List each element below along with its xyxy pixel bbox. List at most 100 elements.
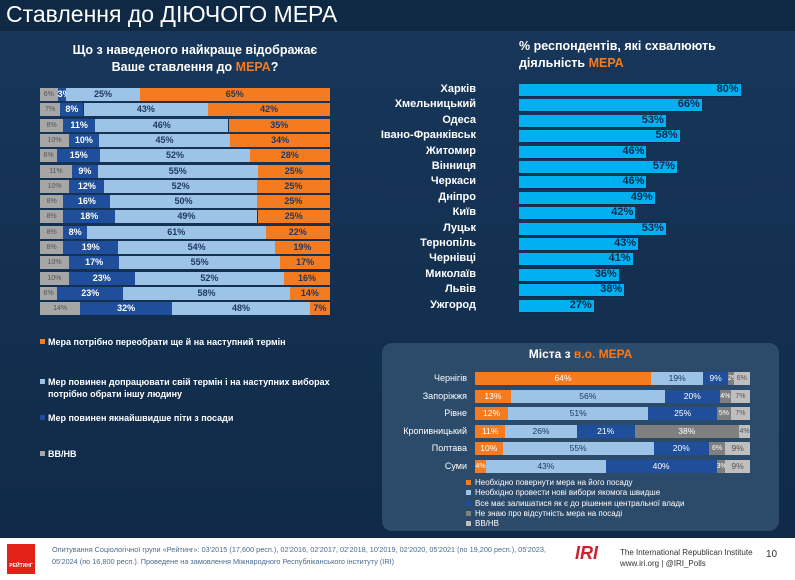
iri-name: The International Republican Institute w…	[620, 547, 753, 569]
acting-segment: 9%	[703, 372, 728, 385]
attitude-segment-orange: 25%	[256, 195, 330, 209]
approval-value-label: 58%	[655, 129, 678, 142]
attitude-segment-light: 25%	[66, 88, 140, 101]
approval-value-label: 38%	[600, 283, 623, 296]
acting-city-label: Полтава	[431, 443, 467, 453]
attitude-segment-nv: 8%	[40, 241, 64, 254]
attitude-segment-dark: 3%	[57, 88, 71, 101]
approval-city-label: Львів	[444, 283, 476, 296]
attitude-segment-orange: 28%	[249, 149, 330, 163]
approval-value-label: 80%	[716, 83, 739, 95]
attitude-segment-nv: 6%	[40, 88, 58, 101]
acting-segment: 51%	[508, 407, 649, 420]
acting-legend-unaware: Не знаю про відсутність мера на посаді	[466, 509, 622, 518]
attitude-segment-light: 48%	[172, 302, 310, 316]
legend-swatch-light-blue	[40, 379, 45, 384]
approval-city-label: Одеса	[442, 113, 476, 126]
approval-city-label: Тернопіль	[420, 237, 476, 249]
attitude-segment-light: 55%	[119, 256, 281, 270]
approval-bar	[519, 207, 636, 221]
legend-swatch-dark-blue	[40, 415, 45, 420]
acting-title-accent: в.о. МЕРА	[573, 347, 633, 361]
attitude-segment-light: 50%	[110, 195, 257, 209]
acting-city-label: Суми	[444, 460, 467, 471]
approval-title-text: % респондентів, які схвалюють діяльність	[519, 39, 716, 70]
approval-city-label: Дніпро	[438, 190, 476, 203]
attitude-segment-nv: 6%	[40, 149, 58, 163]
approval-city-label: Миколаїв	[425, 267, 476, 280]
acting-segment: 2%	[728, 372, 738, 385]
approval-chart-title: % респондентів, які схвалюють діяльність…	[519, 38, 779, 72]
attitude-segment-light: 52%	[134, 271, 285, 285]
attitude-segment-orange: 16%	[284, 271, 330, 285]
legend-reelect: Мера потрібно переобрати ще й на наступн…	[40, 336, 338, 348]
attitude-segment-light: 46%	[95, 118, 229, 132]
acting-legend-swatch	[466, 490, 471, 495]
attitude-row: 10% 12% 52% 25%	[40, 179, 330, 193]
acting-city-label: Кропивницький	[403, 425, 467, 436]
approval-bar	[519, 268, 619, 282]
acting-legend-label: Необхідно провести нові вибори якомога ш…	[475, 488, 661, 497]
attitude-row: 6% 3% 25% 65%	[40, 88, 330, 101]
attitude-segment-dark: 17%	[69, 256, 120, 270]
acting-legend-swatch	[466, 521, 471, 526]
attitude-row: 10% 17% 55% 17%	[40, 256, 330, 270]
acting-title-text: Міста з	[528, 347, 574, 361]
attitude-segment-light: 58%	[123, 286, 290, 300]
attitude-segment-nv: 8%	[40, 118, 64, 132]
attitude-title-end: ?	[270, 60, 279, 74]
acting-segment: 11%	[475, 424, 506, 438]
legend-leave: Мер повинен якнайшвидше піти з посади	[40, 412, 338, 424]
iri-logo: IRI	[575, 543, 599, 563]
legend-swatch-orange	[40, 339, 45, 344]
acting-segment: 19%	[651, 372, 704, 385]
approval-title-accent: МЕРА	[588, 56, 624, 70]
acting-legend-label: Не знаю про відсутність мера на посаді	[475, 509, 623, 518]
approval-bar	[519, 238, 639, 251]
attitude-segment-dark: 18%	[63, 210, 116, 224]
attitude-segment-nv: 11%	[40, 164, 72, 178]
attitude-segment-light: 45%	[98, 133, 231, 147]
acting-segment: 38%	[634, 424, 739, 438]
acting-segment: 3%	[716, 459, 727, 473]
rating-logo: РЕЙТИНГ	[7, 544, 35, 574]
approval-bar	[519, 222, 666, 236]
acting-segment: 40%	[605, 459, 717, 473]
iri-full-name: The International Republican Institute	[620, 548, 753, 557]
approval-value-label: 43%	[614, 237, 637, 249]
attitude-segment-nv: 6%	[40, 286, 58, 300]
attitude-segment-dark: 15%	[57, 149, 101, 163]
legend-leave-label: Мер повинен якнайшвидше піти з посади	[48, 413, 234, 423]
attitude-segment-light: 52%	[104, 179, 257, 193]
attitude-segment-nv: 14%	[40, 302, 81, 316]
iri-web: www.iri.org | @IRI_Polls	[620, 559, 706, 568]
approval-bar	[519, 145, 647, 159]
title-bar: Ставлення до ДІЮЧОГО МЕРА	[0, 0, 795, 30]
acting-segment: 6%	[733, 372, 750, 385]
acting-segment: 56%	[510, 389, 665, 403]
attitude-segment-dark: 8%	[63, 225, 87, 239]
page-title: Ставлення до ДІЮЧОГО МЕРА	[6, 1, 338, 27]
acting-city-label: Запоріжжя	[422, 390, 467, 401]
acting-segment: 26%	[505, 424, 577, 438]
attitude-segment-light: 52%	[100, 149, 250, 163]
acting-segment: 55%	[502, 442, 654, 455]
acting-legend-label: Все має залишатися як є до рішення центр…	[475, 499, 685, 508]
approval-bar	[519, 284, 625, 298]
acting-legend-return: Необхідно повернути мера на його посаду	[466, 478, 633, 487]
acting-mayor-title: Міста з в.о. МЕРА	[382, 347, 779, 361]
source-note: Опитування Соціологічної групи «Рейтинг»…	[52, 545, 546, 566]
attitude-segment-nv: 10%	[40, 271, 69, 285]
attitude-segment-nv: 8%	[40, 195, 64, 209]
attitude-row: 8% 18% 49% 25%	[40, 210, 330, 224]
attitude-segment-dark: 19%	[63, 241, 119, 254]
attitude-segment-orange: 14%	[289, 286, 330, 300]
attitude-row: 10% 23% 52% 16%	[40, 271, 330, 285]
acting-legend-as-is: Все має залишатися як є до рішення центр…	[466, 499, 684, 508]
approval-bar	[519, 191, 655, 205]
acting-segment: 43%	[486, 459, 606, 473]
attitude-segment-nv: 8%	[40, 225, 64, 239]
approval-value-label: 46%	[622, 175, 645, 188]
acting-segment: 12%	[475, 407, 508, 420]
attitude-segment-orange: 34%	[230, 133, 330, 147]
